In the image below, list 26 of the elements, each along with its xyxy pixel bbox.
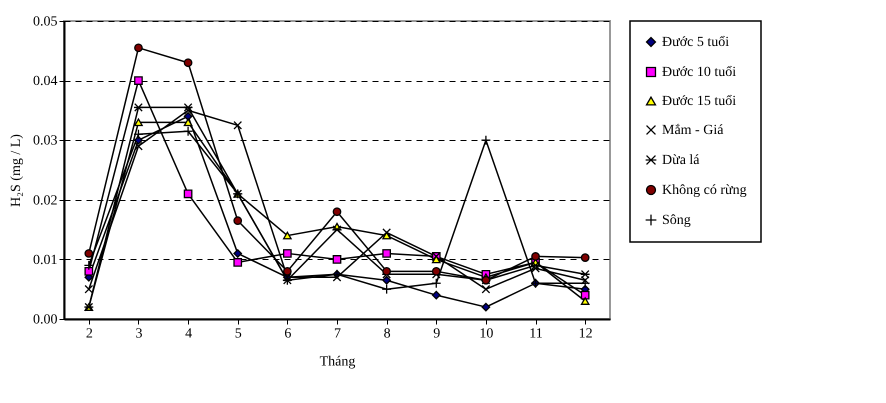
x-tick-label: 12 — [578, 326, 593, 342]
x-tick-label: 11 — [529, 326, 543, 342]
y-tick-label: 0.03 — [33, 134, 58, 149]
x-tick-label: 4 — [185, 326, 192, 342]
y-axis-title: H₂S (mg / L) — [9, 134, 24, 207]
y-tick-label: 0.00 — [33, 312, 58, 328]
x-axis-title: Tháng — [320, 354, 356, 370]
x-tick-label: 8 — [384, 326, 391, 342]
legend-label: Đước 15 tuổi — [662, 94, 736, 109]
legend-label: Đước 5 tuổi — [662, 35, 730, 50]
x-tick-label: 2 — [86, 326, 93, 342]
legend-label: Sông — [662, 213, 691, 228]
legend-label: Mắm - Giá — [662, 123, 724, 138]
x-tick-label: 5 — [234, 326, 242, 342]
y-tick-label: 0.01 — [33, 252, 58, 268]
legend-label: Đước 10 tuổi — [662, 65, 736, 80]
x-tick-label: 7 — [334, 326, 341, 342]
x-tick-label: 10 — [479, 326, 494, 342]
y-tick-label: 0.04 — [33, 74, 58, 90]
y-tick-label: 0.05 — [33, 14, 58, 30]
legend-label: Dừa lá — [662, 153, 700, 168]
x-tick-label: 9 — [433, 326, 440, 342]
legend-label: Không có rừng — [662, 183, 747, 198]
y-tick-label: 0.02 — [33, 193, 58, 208]
x-tick-label: 3 — [135, 326, 142, 342]
x-tick-label: 6 — [284, 326, 292, 342]
